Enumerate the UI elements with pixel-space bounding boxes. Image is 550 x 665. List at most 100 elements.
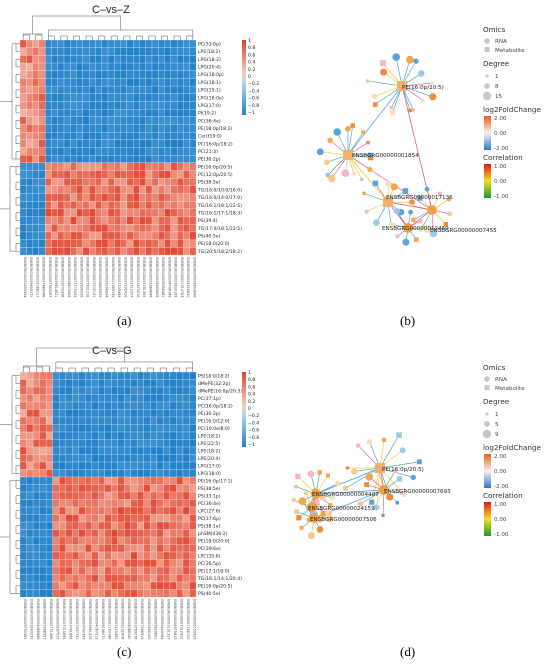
heatmap-cell (32, 162, 40, 171)
heatmap-cell (76, 178, 84, 187)
heatmap-cell (189, 85, 197, 94)
legend-corr-gradient (484, 502, 491, 536)
heatmap-cell (156, 484, 164, 493)
heatmap-cell (169, 386, 177, 395)
legend-lfc-tick: -2.00 (494, 146, 509, 152)
heatmap-cell (170, 216, 178, 225)
heatmap-cell (52, 536, 60, 545)
heatmap-cell (143, 454, 151, 463)
heatmap-cell (91, 394, 99, 403)
heatmap-cell (91, 439, 99, 448)
heatmap-cell (82, 185, 90, 194)
heatmap-cell (177, 101, 184, 110)
heatmap-cell (57, 93, 65, 102)
heatmap-cell (32, 216, 40, 225)
heatmap-cell (26, 581, 34, 590)
dendrogram-branch (32, 15, 121, 34)
heatmap-cell (101, 132, 109, 140)
heatmap-cell (45, 566, 53, 575)
heatmap-cell (32, 394, 40, 403)
heatmap-cell (133, 155, 140, 164)
heatmap-cell (95, 185, 102, 194)
heatmap-cell (19, 239, 27, 248)
heatmap-cell (45, 439, 53, 448)
colorbar-tick: 0 (248, 406, 251, 412)
heatmap-cell (145, 132, 153, 140)
heatmap-cell (182, 409, 190, 418)
column-label: ENSBGRG00007233989 (117, 257, 121, 297)
heatmap-cell (82, 216, 90, 225)
heatmap-cell (139, 39, 146, 48)
heatmap-cell (117, 371, 125, 380)
dendrogram-branch (15, 495, 20, 504)
heatmap-cell (137, 506, 145, 515)
heatmap-cell (107, 231, 115, 240)
metabolite-node (417, 195, 423, 201)
heatmap-cell (85, 431, 92, 440)
heatmap-cell (156, 446, 164, 455)
heatmap-cell (32, 139, 40, 148)
heatmap-cell (177, 208, 184, 217)
heatmap-cell (107, 132, 115, 140)
dendrogram-branch (22, 33, 43, 35)
heatmap-cell (117, 521, 125, 530)
heatmap-cell (95, 139, 102, 148)
heatmap-cell (164, 85, 172, 94)
hm-a-colorbar: 10.80.60.40.20−0.2−0.4−0.6−0.8−1 (242, 38, 259, 116)
node-label: ENSBGRG00000001854 (352, 153, 419, 159)
heatmap-cell (104, 461, 112, 470)
rna-node (380, 68, 388, 76)
dendrogram-branch (120, 367, 128, 372)
heatmap-cell (189, 544, 197, 553)
heatmap-cell (98, 506, 105, 515)
heatmap-cell (182, 581, 190, 590)
dendrogram-branch (15, 465, 20, 474)
colorbar-tick: −0.2 (248, 413, 259, 419)
heatmap-cell (32, 536, 40, 545)
heatmap-cell (72, 446, 79, 455)
metabolite-node (356, 443, 361, 448)
heatmap-cell (170, 231, 178, 240)
heatmap-cell (78, 371, 86, 380)
heatmap-cell (137, 416, 145, 425)
heatmap-cell (151, 208, 159, 217)
heatmap-cell (177, 224, 184, 233)
heatmap-cell (78, 401, 86, 410)
heatmap-cell (19, 231, 27, 240)
heatmap-cell (139, 55, 146, 64)
column-label: ENSBGRG00001369135 (111, 257, 115, 297)
heatmap-cell (169, 379, 177, 388)
dendrogram-branch (159, 367, 167, 372)
heatmap-cell (143, 424, 151, 433)
heatmap-cell (133, 55, 140, 64)
metabolite-node (396, 432, 402, 438)
heatmap-cell (19, 394, 27, 403)
heatmap-cell (189, 247, 197, 256)
heatmap-cell (32, 476, 40, 485)
network-b: PE(16:0p/20:5)ENSBGRG00000001854ENSBGRG0… (316, 25, 541, 246)
heatmap-cell (117, 551, 125, 560)
heatmap-cell (57, 247, 65, 256)
heatmap-cell (70, 108, 77, 117)
heatmap-cell (19, 461, 27, 470)
heatmap-cell (170, 47, 178, 56)
heatmap-cell (114, 162, 121, 171)
heatmap-cell (85, 551, 92, 560)
heatmap-cell (32, 155, 40, 164)
heatmap-cell (114, 124, 121, 133)
heatmap-cell (72, 544, 79, 553)
heatmap-cell (156, 416, 164, 425)
heatmap-cell (82, 108, 90, 117)
heatmap-cell (176, 431, 184, 440)
heatmap-cell (26, 544, 34, 553)
heatmap-cell (76, 70, 84, 79)
heatmap-cell (98, 401, 105, 410)
heatmap-cell (164, 55, 172, 64)
row-label: PC(37:1p) (198, 396, 221, 402)
heatmap-cell (32, 446, 40, 455)
heatmap-cell (117, 589, 125, 598)
row-label: PC(36:4e) (198, 501, 221, 507)
heatmap-cell (85, 424, 92, 433)
heatmap-cell (150, 431, 158, 440)
heatmap-cell (52, 469, 60, 478)
